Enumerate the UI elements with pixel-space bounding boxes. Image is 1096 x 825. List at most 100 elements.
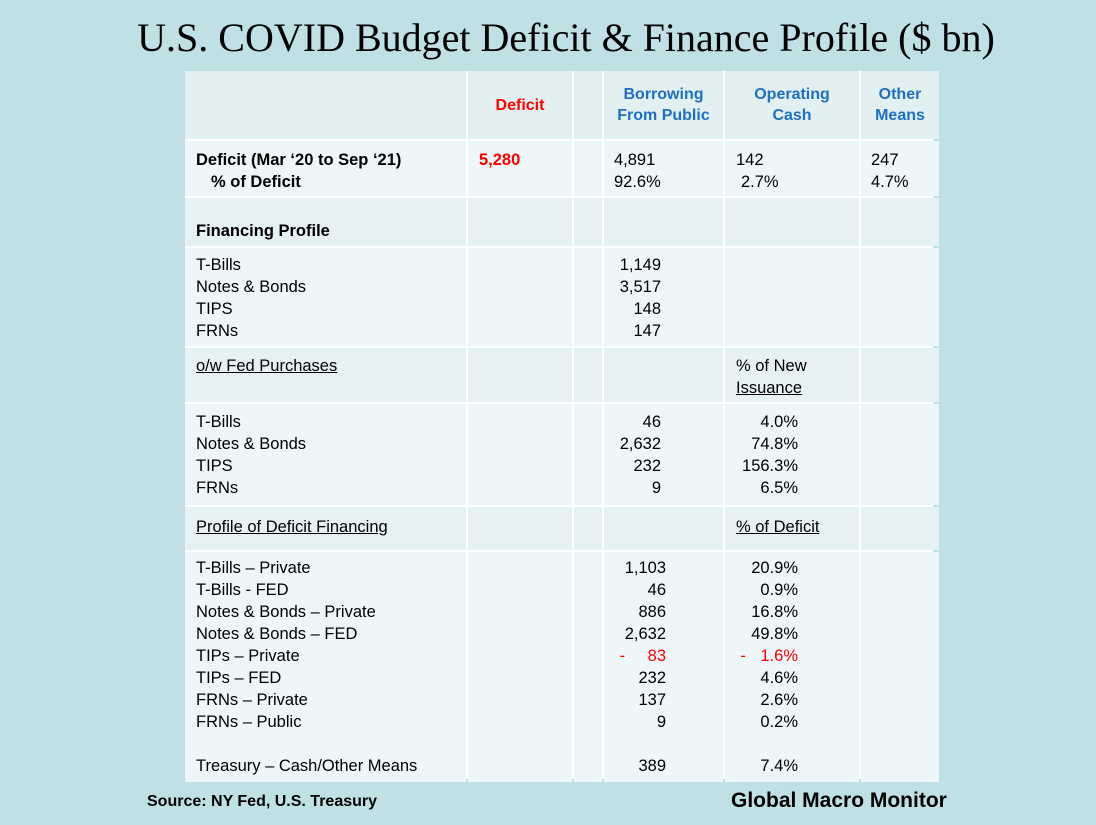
- empty-cell: [468, 198, 572, 246]
- treasury-value: 389: [638, 757, 666, 775]
- header-borrowing-label: Borrowing From Public: [617, 86, 710, 124]
- empty-cell: [604, 348, 723, 402]
- deficit-finance-table: Deficit Borrowing From Public Operating …: [185, 71, 939, 782]
- source-note: Source: NY Fed, U.S. Treasury: [147, 793, 378, 810]
- fed-value: 46: [642, 413, 661, 431]
- header-borrowing: Borrowing From Public: [604, 71, 723, 139]
- fed-labels: T-Bills Notes & Bonds TIPS FRNs: [185, 404, 466, 505]
- empty-cell: [468, 248, 572, 346]
- financing-label: T-Bills: [196, 256, 241, 274]
- treasury-label: Treasury – Cash/Other Means: [196, 757, 418, 775]
- profile-pct: 20.9%: [751, 559, 798, 577]
- profile-value: 9: [656, 713, 666, 731]
- empty-cell: [725, 198, 859, 246]
- empty-cell: [468, 348, 572, 402]
- deficit-borrowing: 4,891 92.6%: [604, 141, 723, 196]
- deficit-pct-header-label: % of Deficit: [736, 518, 820, 536]
- financing-value: 1,149: [619, 256, 661, 274]
- deficit-other-value: 247: [871, 151, 899, 169]
- profile-label: TIPs – Private: [196, 647, 300, 665]
- profile-label: Notes & Bonds – FED: [196, 625, 358, 643]
- deficit-operating: 142 2.7%: [725, 141, 859, 196]
- profile-label: FRNs – Public: [196, 713, 302, 731]
- fed-value: 232: [633, 457, 661, 475]
- deficit-row-label: Deficit (Mar ‘20 to Sep ‘21) % of Defici…: [185, 141, 466, 196]
- spacer-cell: [574, 248, 602, 346]
- fed-pct-header-line1: % of New: [736, 357, 807, 375]
- fed-label: Notes & Bonds: [196, 435, 307, 453]
- deficit-operating-value: 142: [736, 151, 764, 169]
- profile-label: FRNs – Private: [196, 691, 308, 709]
- deficit-profile-title: Profile of Deficit Financing: [185, 507, 466, 550]
- profile-values: 1,103 46 886 2,632 - 83 232 137 9 389: [604, 552, 723, 782]
- deficit-other-pct: 4.7%: [871, 173, 909, 191]
- profile-pcts: 20.9% 0.9% 16.8% 49.8% - 1.6% 4.6% 2.6% …: [725, 552, 859, 782]
- header-operating-label: Operating Cash: [754, 86, 830, 124]
- profile-label: TIPs – FED: [196, 669, 282, 687]
- profile-value: 46: [647, 581, 666, 599]
- empty-cell: [468, 404, 572, 505]
- header-spacer: [574, 71, 602, 139]
- deficit-total: 5,280: [468, 141, 572, 196]
- profile-pct: 16.8%: [751, 603, 798, 621]
- financing-label: TIPS: [196, 300, 233, 318]
- header-operating: Operating Cash: [725, 71, 859, 139]
- empty-cell: [725, 248, 859, 346]
- empty-cell: [468, 507, 572, 550]
- page-title: U.S. COVID Budget Deficit & Finance Prof…: [137, 15, 995, 60]
- financing-profile-title: Financing Profile: [185, 198, 466, 246]
- fed-pct-header: % of New Issuance: [725, 348, 859, 402]
- fed-purchases-title: o/w Fed Purchases: [185, 348, 466, 402]
- profile-pct-negative: - 1.6%: [740, 647, 798, 665]
- profile-pct: 0.2%: [760, 713, 798, 731]
- profile-pct: 4.6%: [760, 669, 798, 687]
- profile-label: T-Bills – Private: [196, 559, 311, 577]
- profile-pct: 0.9%: [760, 581, 798, 599]
- profile-value: 2,632: [624, 625, 666, 643]
- financing-value: 3,517: [619, 278, 661, 296]
- fed-label: FRNs: [196, 479, 239, 497]
- spacer-cell: [574, 348, 602, 402]
- deficit-pct-label: % of Deficit: [211, 173, 301, 191]
- profile-value: 886: [638, 603, 666, 621]
- deficit-pct-header: % of Deficit: [725, 507, 859, 550]
- empty-cell: [861, 552, 939, 782]
- fed-pct: 74.8%: [751, 435, 798, 453]
- empty-cell: [861, 404, 939, 505]
- header-blank: [185, 71, 466, 139]
- deficit-other: 247 4.7%: [861, 141, 939, 196]
- treasury-pct: 7.4%: [760, 757, 798, 775]
- empty-cell: [604, 198, 723, 246]
- profile-value-negative: - 83: [619, 647, 666, 665]
- profile-value: 1,103: [624, 559, 666, 577]
- fed-values: 46 2,632 232 9: [604, 404, 723, 505]
- financing-labels: T-Bills Notes & Bonds TIPS FRNs: [185, 248, 466, 346]
- deficit-borrowing-pct: 92.6%: [614, 173, 661, 191]
- fed-pct: 4.0%: [760, 413, 798, 431]
- fed-pct-header-line2: Issuance: [736, 379, 803, 397]
- profile-value: 137: [638, 691, 666, 709]
- deficit-operating-pct: 2.7%: [741, 173, 779, 191]
- spacer-cell: [574, 198, 602, 246]
- fed-value: 9: [651, 479, 661, 497]
- fed-pct: 156.3%: [742, 457, 798, 475]
- deficit-borrowing-value: 4,891: [614, 151, 656, 169]
- fed-label: T-Bills: [196, 413, 241, 431]
- fed-value: 2,632: [619, 435, 661, 453]
- fed-pct: 6.5%: [760, 479, 798, 497]
- profile-pct: 49.8%: [751, 625, 798, 643]
- header-other-label: Other Means: [875, 86, 925, 124]
- brand-label: Global Macro Monitor: [731, 789, 947, 812]
- profile-label: Notes & Bonds – Private: [196, 603, 376, 621]
- spacer-cell: [574, 552, 602, 782]
- spacer-cell: [574, 404, 602, 505]
- profile-value: 232: [638, 669, 666, 687]
- profile-pct: 2.6%: [760, 691, 798, 709]
- deficit-label: Deficit (Mar ‘20 to Sep ‘21): [196, 151, 402, 169]
- financing-label: FRNs: [196, 322, 239, 340]
- spacer-cell: [574, 507, 602, 550]
- financing-value: 148: [633, 300, 661, 318]
- header-deficit: Deficit: [468, 71, 572, 139]
- spacer-cell: [574, 141, 602, 196]
- financing-values: 1,149 3,517 148 147: [604, 248, 723, 346]
